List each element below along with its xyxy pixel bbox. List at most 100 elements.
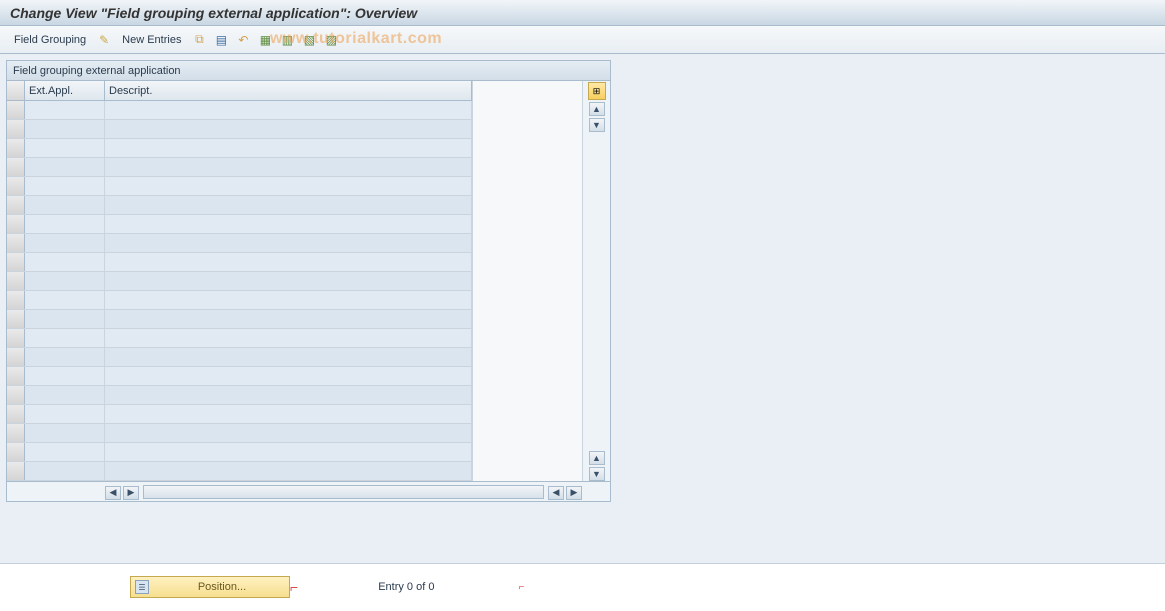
- row-selector[interactable]: [7, 367, 25, 385]
- table-row[interactable]: [7, 462, 472, 481]
- print-icon[interactable]: ▨: [323, 32, 339, 48]
- scroll-down-icon[interactable]: ▼: [589, 118, 605, 132]
- table-settings-icon[interactable]: ⊞: [588, 82, 606, 100]
- cell-descript[interactable]: [105, 120, 472, 138]
- cell-ext-appl[interactable]: [25, 367, 105, 385]
- row-selector[interactable]: [7, 101, 25, 119]
- cell-descript[interactable]: [105, 253, 472, 271]
- cell-ext-appl[interactable]: [25, 139, 105, 157]
- scroll-right-end-icon[interactable]: ▶: [566, 486, 582, 500]
- table-row[interactable]: [7, 177, 472, 196]
- undo-icon[interactable]: ↶: [235, 32, 251, 48]
- cell-ext-appl[interactable]: [25, 348, 105, 366]
- row-selector[interactable]: [7, 424, 25, 442]
- table-row[interactable]: [7, 348, 472, 367]
- cell-ext-appl[interactable]: [25, 120, 105, 138]
- row-selector[interactable]: [7, 386, 25, 404]
- cell-descript[interactable]: [105, 196, 472, 214]
- table-row[interactable]: [7, 139, 472, 158]
- position-button[interactable]: ☰ Position...: [130, 576, 290, 598]
- row-selector[interactable]: [7, 348, 25, 366]
- row-selector[interactable]: [7, 253, 25, 271]
- cell-descript[interactable]: [105, 234, 472, 252]
- cell-ext-appl[interactable]: [25, 177, 105, 195]
- cell-ext-appl[interactable]: [25, 310, 105, 328]
- copy-icon[interactable]: ⧉: [191, 32, 207, 48]
- cell-descript[interactable]: [105, 177, 472, 195]
- table-row[interactable]: [7, 367, 472, 386]
- cell-descript[interactable]: [105, 348, 472, 366]
- table-row[interactable]: [7, 253, 472, 272]
- row-selector[interactable]: [7, 158, 25, 176]
- cell-ext-appl[interactable]: [25, 443, 105, 461]
- select-all-icon[interactable]: ▦: [257, 32, 273, 48]
- cell-descript[interactable]: [105, 462, 472, 480]
- table-row[interactable]: [7, 405, 472, 424]
- cell-descript[interactable]: [105, 272, 472, 290]
- cell-ext-appl[interactable]: [25, 253, 105, 271]
- table-row[interactable]: [7, 443, 472, 462]
- select-all-header[interactable]: [7, 81, 25, 100]
- scroll-up-icon[interactable]: ▲: [589, 102, 605, 116]
- cell-descript[interactable]: [105, 310, 472, 328]
- row-selector[interactable]: [7, 215, 25, 233]
- row-selector[interactable]: [7, 405, 25, 423]
- cell-descript[interactable]: [105, 443, 472, 461]
- cell-descript[interactable]: [105, 367, 472, 385]
- cell-ext-appl[interactable]: [25, 215, 105, 233]
- cell-ext-appl[interactable]: [25, 386, 105, 404]
- change-icon[interactable]: ✎: [96, 32, 112, 48]
- table-row[interactable]: [7, 120, 472, 139]
- scroll-left-start-icon[interactable]: ◀: [105, 486, 121, 500]
- cell-descript[interactable]: [105, 158, 472, 176]
- row-selector[interactable]: [7, 196, 25, 214]
- cell-ext-appl[interactable]: [25, 291, 105, 309]
- scroll-left-step-icon[interactable]: ◀: [548, 486, 564, 500]
- table-row[interactable]: [7, 158, 472, 177]
- row-selector[interactable]: [7, 272, 25, 290]
- cell-ext-appl[interactable]: [25, 234, 105, 252]
- scroll-right-step-icon[interactable]: ▶: [123, 486, 139, 500]
- cell-descript[interactable]: [105, 405, 472, 423]
- table-row[interactable]: [7, 272, 472, 291]
- cell-ext-appl[interactable]: [25, 424, 105, 442]
- row-selector[interactable]: [7, 291, 25, 309]
- cell-ext-appl[interactable]: [25, 272, 105, 290]
- table-row[interactable]: [7, 310, 472, 329]
- row-selector[interactable]: [7, 234, 25, 252]
- cell-ext-appl[interactable]: [25, 196, 105, 214]
- table-row[interactable]: [7, 215, 472, 234]
- cell-descript[interactable]: [105, 139, 472, 157]
- scrollbar-track[interactable]: [143, 485, 544, 499]
- table-row[interactable]: [7, 196, 472, 215]
- row-selector[interactable]: [7, 139, 25, 157]
- row-selector[interactable]: [7, 310, 25, 328]
- cell-ext-appl[interactable]: [25, 462, 105, 480]
- delete-icon[interactable]: ▤: [213, 32, 229, 48]
- row-selector[interactable]: [7, 177, 25, 195]
- scroll-down-bottom-icon[interactable]: ▼: [589, 467, 605, 481]
- select-block-icon[interactable]: ▥: [279, 32, 295, 48]
- field-grouping-button[interactable]: Field Grouping: [10, 32, 90, 48]
- cell-descript[interactable]: [105, 215, 472, 233]
- cell-descript[interactable]: [105, 424, 472, 442]
- cell-descript[interactable]: [105, 386, 472, 404]
- row-selector[interactable]: [7, 443, 25, 461]
- cell-descript[interactable]: [105, 101, 472, 119]
- cell-descript[interactable]: [105, 291, 472, 309]
- cell-ext-appl[interactable]: [25, 405, 105, 423]
- row-selector[interactable]: [7, 462, 25, 480]
- column-header-descript[interactable]: Descript.: [105, 81, 472, 100]
- row-selector[interactable]: [7, 120, 25, 138]
- table-row[interactable]: [7, 291, 472, 310]
- cell-ext-appl[interactable]: [25, 101, 105, 119]
- cell-descript[interactable]: [105, 329, 472, 347]
- table-row[interactable]: [7, 424, 472, 443]
- deselect-all-icon[interactable]: ▧: [301, 32, 317, 48]
- column-header-ext-appl[interactable]: Ext.Appl.: [25, 81, 105, 100]
- table-row[interactable]: [7, 329, 472, 348]
- scroll-up-bottom-icon[interactable]: ▲: [589, 451, 605, 465]
- table-row[interactable]: [7, 386, 472, 405]
- table-row[interactable]: [7, 234, 472, 253]
- cell-ext-appl[interactable]: [25, 329, 105, 347]
